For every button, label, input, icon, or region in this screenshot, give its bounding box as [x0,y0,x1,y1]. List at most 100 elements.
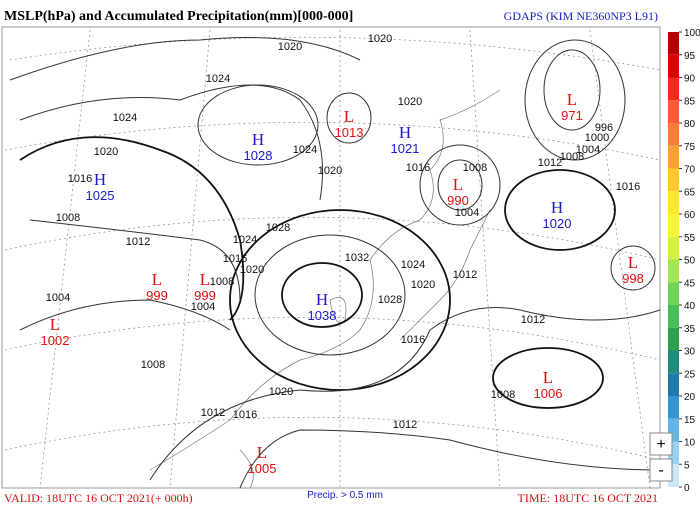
colorbar-label: 100 [684,28,700,39]
zoom-in-box[interactable] [649,432,673,456]
center-pressure: 998 [622,271,644,286]
isobar-label: 1016 [616,181,640,193]
precip-note: Precip. > 0.5 mm [307,490,383,501]
colorbar-label: 30 [684,347,696,358]
colorbar-label: 90 [684,74,696,85]
isobar-label: 1008 [141,359,165,371]
isobar-label: 1024 [401,259,425,271]
isobar-label: 1020 [318,165,342,177]
model-label: GDAPS (KIM NE360NP3 L91) [504,9,658,23]
center-pressure: 1005 [248,461,277,476]
coastlines [149,89,501,489]
isobar-label: 1016 [401,334,425,346]
isobar-label: 1020 [398,96,422,108]
center-symbol: H [316,290,328,309]
colorbar-label: 10 [684,438,696,449]
colorbar-label: 85 [684,96,696,107]
isobar-label: 1008 [463,162,487,174]
center-pressure: 999 [146,288,168,303]
colorbar-segment [668,54,679,78]
graticule [4,29,661,489]
isobar-label: 1008 [491,389,515,401]
colorbar-segment [668,305,679,328]
colorbar-label: 70 [684,165,696,176]
colorbar-segment [668,259,679,283]
center-symbol: L [543,368,553,387]
zoom-out-label[interactable]: - [658,462,663,479]
colorbar-label: 75 [684,142,696,153]
colorbar-segment [668,100,679,123]
isobar-label: 1004 [46,292,70,304]
colorbar-segment [668,145,679,169]
isobar-label: 1028 [378,294,402,306]
colorbar-label: 95 [684,51,696,62]
isobar-label: 1028 [266,222,290,234]
isobar-label: 1020 [94,146,118,158]
center-pressure: 1006 [534,386,563,401]
isobar-label: 1024 [206,73,230,85]
zoom-in[interactable]: + [649,432,673,456]
isobar-label: 1012 [201,407,225,419]
center-symbol: L [344,107,354,126]
zoom-out[interactable]: - [649,458,673,482]
zoom-in-label[interactable]: + [656,436,665,453]
isobar-label: 1016 [406,162,430,174]
center-symbol: L [567,90,577,109]
center-pressure: 1025 [86,188,115,203]
center-pressure: 1002 [41,333,70,348]
center-symbol: L [628,253,638,272]
center-symbol: H [399,123,411,142]
isobars [9,37,661,489]
colorbar-label: 45 [684,278,696,289]
colorbar-segment [668,418,679,442]
center-pressure: 1013 [335,125,364,140]
colorbar-segment [668,123,679,146]
isobar-label: 996 [595,122,613,134]
colorbar-label: 40 [684,301,696,312]
colorbar-label: 0 [684,483,690,494]
isobar-label: 1016 [223,253,247,265]
center-symbol: L [50,315,60,334]
center-symbol: L [200,270,210,289]
colorbar-segment [668,77,679,101]
colorbar-label: 5 [684,460,690,471]
center-pressure: 1021 [391,141,420,156]
colorbar-label: 65 [684,187,696,198]
center-pressure: 1038 [308,308,337,323]
center-symbol: L [152,270,162,289]
map-frame [1,26,661,489]
colorbar-label: 35 [684,324,696,335]
colorbar-segment [668,373,679,396]
isobar-label: 1012 [521,314,545,326]
zoom-out-box[interactable] [649,458,673,482]
colorbar-label: 55 [684,233,696,244]
center-pressure: 1028 [244,148,273,163]
center-symbol: H [551,198,563,217]
center-pressure: 1020 [543,216,572,231]
colorbar-segment [668,236,679,260]
isobar-label: 1000 [585,132,609,144]
isobar-label: 1012 [453,269,477,281]
isobar-label: 1020 [368,33,392,45]
colorbar-segment [668,350,679,374]
colorbar-label: 80 [684,119,696,130]
isobar-label: 1008 [210,276,234,288]
center-pressure: 999 [194,288,216,303]
center-pressure: 990 [447,193,469,208]
center-symbol: H [252,130,264,149]
colorbar-segment [668,327,679,351]
colorbar-segment [668,214,679,237]
colorbar-segment [668,191,679,214]
colorbar-segment [668,464,679,487]
colorbar-segment [668,32,679,55]
colorbar-segment [668,282,679,305]
isobar-label: 1004 [576,144,600,156]
isobar-label: 1016 [233,409,257,421]
colorbar-label: 25 [684,369,696,380]
isobar-label: 1004 [191,301,215,313]
isobar-label: 1032 [345,252,369,264]
init-time: TIME: 18UTC 16 OCT 2021 [518,491,658,505]
colorbar-segment [668,396,679,419]
